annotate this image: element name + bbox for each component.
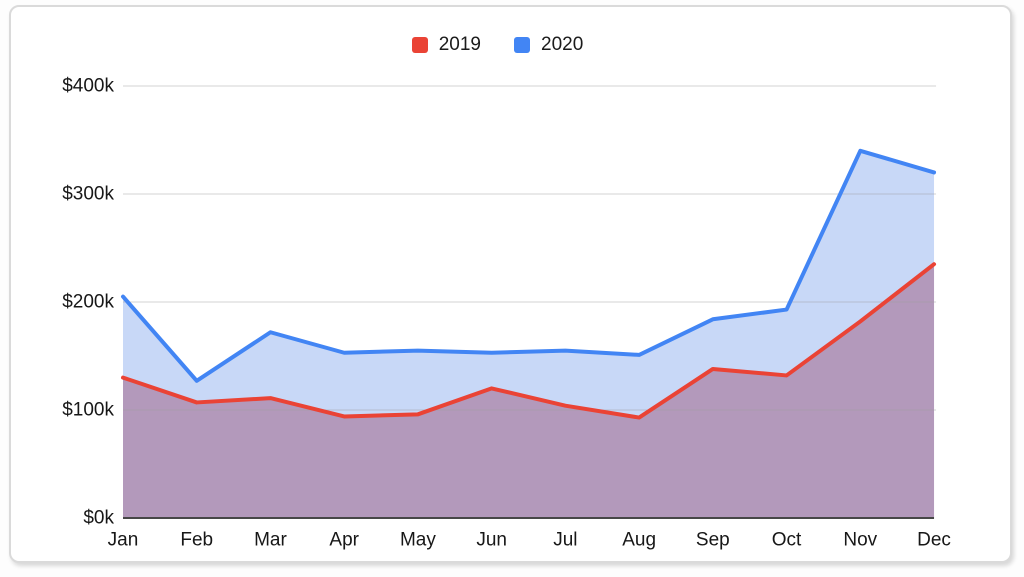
x-tick-label-Apr: Apr xyxy=(329,530,359,551)
x-tick-label-Dec: Dec xyxy=(917,530,951,551)
x-tick-label-Feb: Feb xyxy=(180,530,213,551)
x-tick-label-Sep: Sep xyxy=(696,530,730,551)
legend-label-2019: 2019 xyxy=(438,34,481,55)
plot-area: $0k $100k $200k $300k $400k Jan Feb Mar Apr May Ju… xyxy=(11,7,1010,561)
x-tick-label-Oct: Oct xyxy=(772,530,802,551)
y-tick-label-$400k: $400k xyxy=(62,76,114,97)
x-tick-label-May: May xyxy=(400,530,436,551)
y-tick-label-$200k: $200k xyxy=(62,292,114,313)
y-tick-label-$100k: $100k xyxy=(62,400,114,421)
legend-swatch-2019-icon xyxy=(411,37,428,53)
x-tick-label-Mar: Mar xyxy=(254,530,287,551)
x-tick-label-Aug: Aug xyxy=(622,530,656,551)
x-tick-label-Jul: Jul xyxy=(553,530,577,551)
legend-swatch-2020-icon xyxy=(514,37,530,53)
area-chart-svg: $0k $100k $200k $300k $400k Jan Feb Mar Apr May Ju… xyxy=(62,76,951,551)
series-2019-line xyxy=(121,262,937,420)
x-tick-label-Jan: Jan xyxy=(108,530,139,551)
legend-item-2020: 2020 xyxy=(514,34,583,56)
series-2020-line xyxy=(121,148,937,383)
x-tick-label-Nov: Nov xyxy=(843,530,877,551)
legend-item-2019: 2019 xyxy=(411,34,481,56)
chart-legend: 2019 2020 xyxy=(0,34,997,56)
chart-card: 2019 2020 $0k $100k $200k $300k $400k Jan Feb M… xyxy=(9,5,1012,563)
series-2019-area xyxy=(123,264,935,518)
legend-label-2020: 2020 xyxy=(541,34,584,55)
y-tick-label-$0k: $0k xyxy=(83,508,114,529)
y-tick-label-$300k: $300k xyxy=(62,184,114,205)
x-tick-label-Jun: Jun xyxy=(476,530,507,551)
